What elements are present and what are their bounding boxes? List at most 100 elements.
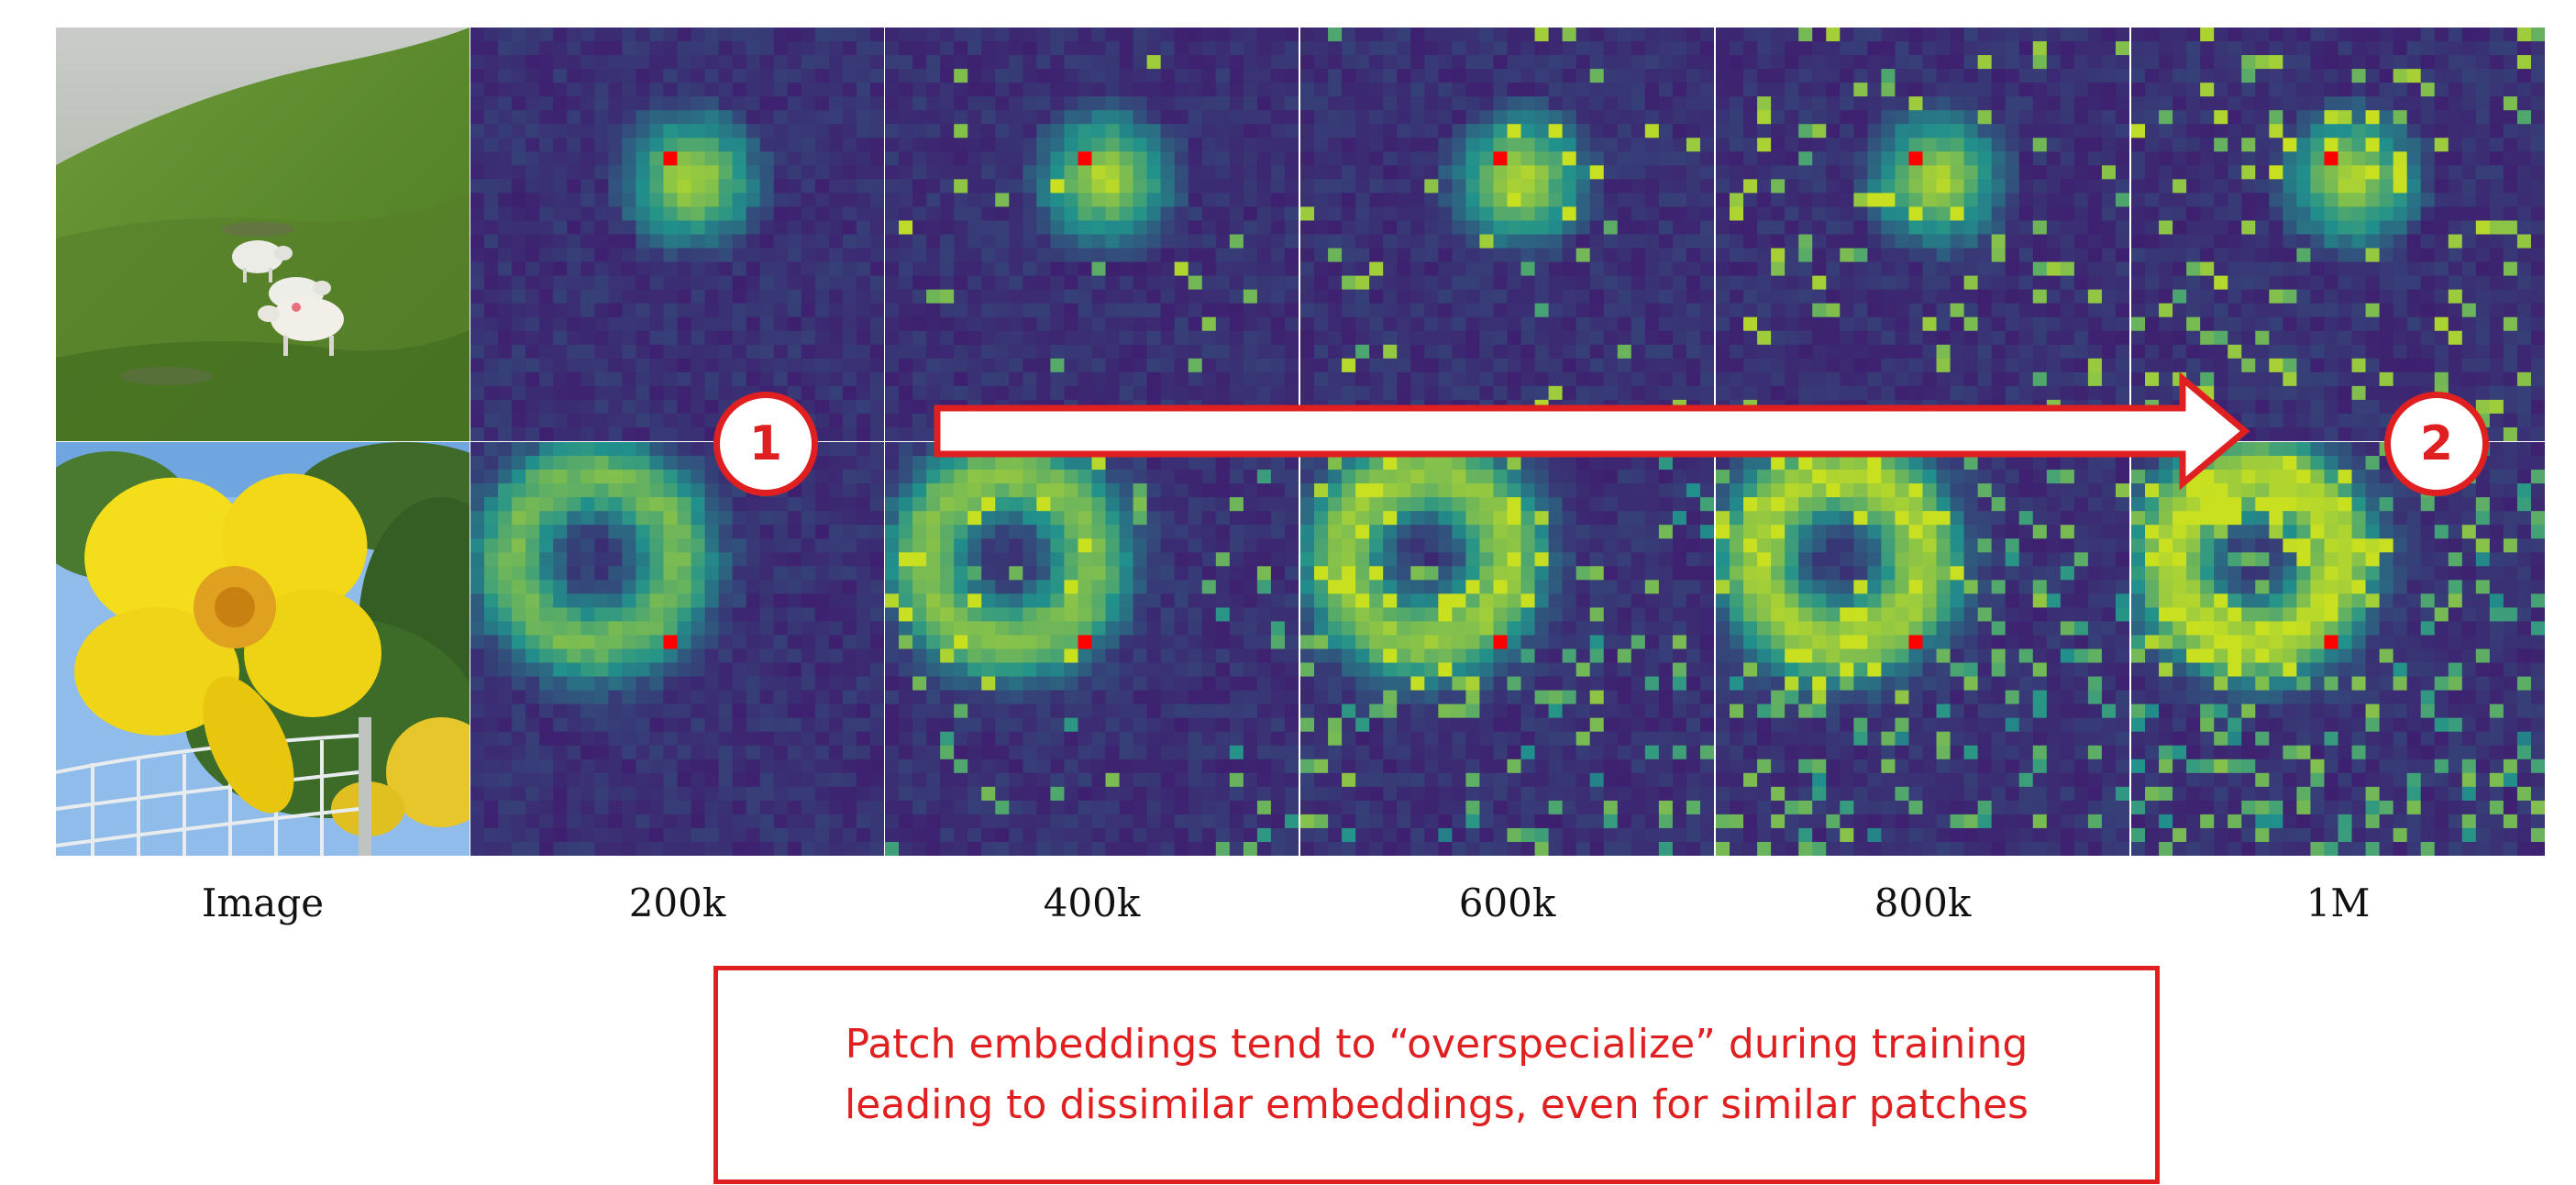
map-cell <box>2131 96 2146 111</box>
map-cell <box>2060 206 2075 222</box>
map-cell <box>828 289 844 305</box>
map-cell <box>2087 316 2103 332</box>
map-cell <box>470 413 485 428</box>
map-cell <box>2379 385 2394 401</box>
map-cell <box>2489 371 2504 387</box>
map-cell <box>1699 69 1714 83</box>
map-cell <box>2393 371 2408 387</box>
map-cell <box>2115 234 2129 249</box>
map-cell <box>1078 220 1093 236</box>
map-cell <box>1146 41 1162 56</box>
map-cell <box>732 330 747 346</box>
map-cell <box>1201 110 1217 125</box>
map-cell <box>746 234 761 249</box>
map-cell <box>1009 206 1023 222</box>
map-cell <box>1548 151 1564 166</box>
map-cell <box>2087 385 2103 401</box>
map-cell <box>2087 165 2103 180</box>
map-cell <box>1465 41 1481 56</box>
map-cell <box>1284 261 1299 277</box>
map-cell <box>2060 110 2075 125</box>
map-cell <box>856 426 871 441</box>
map-cell <box>1785 83 1799 97</box>
map-cell <box>1160 179 1176 194</box>
map-cell <box>1672 206 1687 222</box>
map-cell <box>1479 179 1495 194</box>
map-cell <box>981 28 996 42</box>
map-cell <box>2186 165 2201 180</box>
map-cell <box>2338 55 2353 70</box>
map-cell <box>2060 385 2075 401</box>
map-cell <box>1119 371 1134 387</box>
map-cell <box>828 69 844 83</box>
map-cell <box>787 206 802 222</box>
map-cell <box>1383 316 1398 332</box>
map-cell <box>2338 289 2353 305</box>
map-cell <box>704 289 720 305</box>
map-cell <box>636 511 651 526</box>
map-cell <box>2115 261 2129 277</box>
map-cell <box>1548 358 1564 373</box>
map-cell <box>608 96 623 111</box>
map-cell <box>981 206 996 222</box>
map-cell <box>1936 330 1951 346</box>
map-cell <box>1284 248 1299 263</box>
map-cell <box>2101 358 2117 373</box>
map-cell <box>2351 110 2367 125</box>
map-cell <box>2241 110 2256 125</box>
map-cell <box>2365 385 2381 401</box>
map-cell <box>1424 124 1439 138</box>
map-cell <box>732 538 747 553</box>
map-cell <box>2351 206 2367 222</box>
map-cell <box>1798 193 1813 208</box>
map-cell <box>636 399 651 415</box>
map-cell <box>1119 358 1134 373</box>
map-cell <box>1936 110 1951 125</box>
map-cell <box>1438 55 1453 70</box>
map-cell <box>1342 303 1356 318</box>
map-cell <box>649 220 665 236</box>
map-cell <box>2159 275 2173 291</box>
map-cell <box>2060 275 2075 291</box>
map-cell <box>594 635 609 650</box>
map-cell <box>1300 248 1315 263</box>
map-cell <box>912 83 927 97</box>
map-cell <box>1991 206 2007 222</box>
map-cell <box>1215 371 1231 387</box>
map-cell <box>1078 179 1093 194</box>
map-cell <box>1853 124 1868 138</box>
map-cell <box>1064 261 1079 277</box>
map-cell <box>1507 289 1522 305</box>
map-cell <box>2324 124 2339 138</box>
map-cell <box>2365 110 2381 125</box>
map-cell <box>484 497 499 512</box>
map-cell <box>1243 96 1258 111</box>
map-cell <box>1963 165 1979 180</box>
map-cell <box>608 303 623 318</box>
map-cell <box>995 275 1010 291</box>
map-cell <box>746 275 761 291</box>
map-cell <box>649 413 665 428</box>
map-cell <box>1881 275 1896 291</box>
map-cell <box>1840 69 1854 83</box>
map-cell <box>814 621 830 637</box>
map-cell <box>1631 124 1646 138</box>
map-cell <box>759 330 775 346</box>
map-cell <box>2516 358 2532 373</box>
map-cell <box>2296 344 2312 360</box>
map-cell <box>525 234 540 249</box>
map-cell <box>940 55 955 70</box>
map-cell <box>663 83 679 97</box>
map-cell <box>1119 55 1134 70</box>
map-cell <box>484 165 499 180</box>
map-cell <box>484 566 499 581</box>
map-cell <box>1977 344 1993 360</box>
map-cell <box>2018 358 2034 373</box>
map-cell <box>869 371 884 387</box>
map-cell <box>470 552 485 567</box>
map-cell <box>2393 138 2408 152</box>
map-cell <box>885 69 900 83</box>
map-cell <box>759 497 775 512</box>
map-cell <box>2228 316 2242 332</box>
map-cell <box>842 344 857 360</box>
